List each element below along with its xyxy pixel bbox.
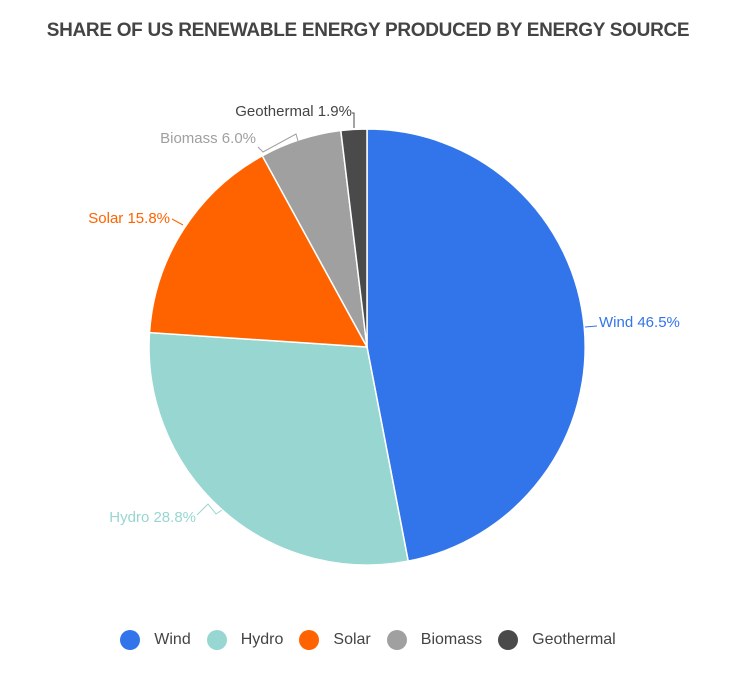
label-wind: Wind 46.5%: [599, 314, 680, 331]
label-biomass: Biomass 6.0%: [160, 130, 256, 147]
leader-line-biomass: [257, 133, 299, 153]
legend-label: Geothermal: [532, 631, 616, 648]
label-solar: Solar 15.8%: [88, 210, 170, 227]
label-hydro: Hydro 28.8%: [109, 509, 196, 526]
chart-legend: Wind Hydro Solar Biomass Geothermal: [0, 630, 736, 650]
legend-swatch-geothermal: [498, 630, 519, 650]
label-geothermal: Geothermal 1.9%: [235, 103, 352, 120]
legend-item-solar[interactable]: Solar: [299, 630, 371, 650]
legend-swatch-biomass: [386, 630, 407, 650]
legend-swatch-solar: [299, 630, 320, 650]
slice-wind[interactable]: [366, 128, 586, 562]
chart-title: SHARE OF US RENEWABLE ENERGY PRODUCED BY…: [46, 20, 690, 41]
legend-item-hydro[interactable]: Hydro: [206, 630, 284, 650]
legend-label: Solar: [333, 631, 371, 648]
legend-swatch-hydro: [206, 630, 227, 650]
legend-item-geothermal[interactable]: Geothermal: [498, 630, 616, 650]
slice-hydro[interactable]: [148, 331, 410, 566]
leader-line-hydro: [196, 503, 223, 516]
slice-solar[interactable]: [148, 154, 369, 348]
legend-item-wind[interactable]: Wind: [120, 630, 191, 650]
legend-label: Biomass: [420, 631, 483, 648]
legend-label: Wind: [154, 631, 191, 648]
legend-label: Hydro: [240, 631, 284, 648]
leader-line-geothermal: [352, 112, 355, 128]
legend-swatch-wind: [120, 630, 141, 650]
leader-line-solar: [171, 218, 184, 226]
slice-geothermal[interactable]: [339, 128, 368, 348]
leader-line-wind: [584, 325, 598, 328]
legend-item-biomass[interactable]: Biomass: [386, 630, 483, 650]
